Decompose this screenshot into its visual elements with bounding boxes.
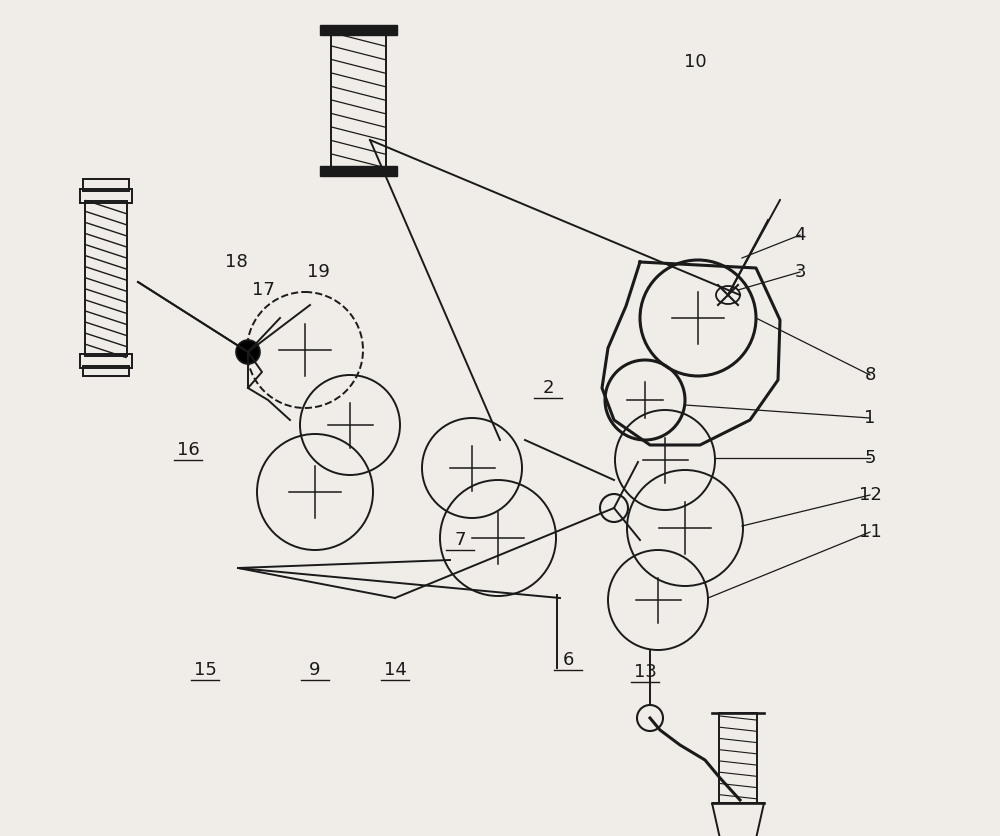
- Text: 18: 18: [225, 253, 247, 271]
- Text: 16: 16: [177, 441, 199, 459]
- Bar: [719, 713, 757, 803]
- Text: 19: 19: [307, 263, 329, 281]
- Bar: [85, 201, 127, 355]
- Circle shape: [236, 340, 260, 364]
- Text: 10: 10: [684, 53, 706, 71]
- FancyBboxPatch shape: [320, 24, 396, 34]
- Bar: [83, 179, 129, 191]
- Text: 17: 17: [252, 281, 274, 299]
- Text: 9: 9: [309, 661, 321, 679]
- Text: 7: 7: [454, 531, 466, 549]
- Text: 5: 5: [864, 449, 876, 467]
- Text: 15: 15: [194, 661, 216, 679]
- FancyBboxPatch shape: [320, 166, 396, 176]
- Bar: [80, 354, 132, 368]
- Text: 8: 8: [864, 366, 876, 384]
- Text: 13: 13: [634, 663, 656, 681]
- Bar: [83, 365, 129, 375]
- Text: 4: 4: [794, 226, 806, 244]
- Text: 6: 6: [562, 651, 574, 669]
- Text: 2: 2: [542, 379, 554, 397]
- Text: 1: 1: [864, 409, 876, 427]
- Text: 12: 12: [859, 486, 881, 504]
- Bar: [330, 33, 386, 167]
- Text: 14: 14: [384, 661, 406, 679]
- Text: 11: 11: [859, 523, 881, 541]
- Text: 3: 3: [794, 263, 806, 281]
- Bar: [80, 188, 132, 202]
